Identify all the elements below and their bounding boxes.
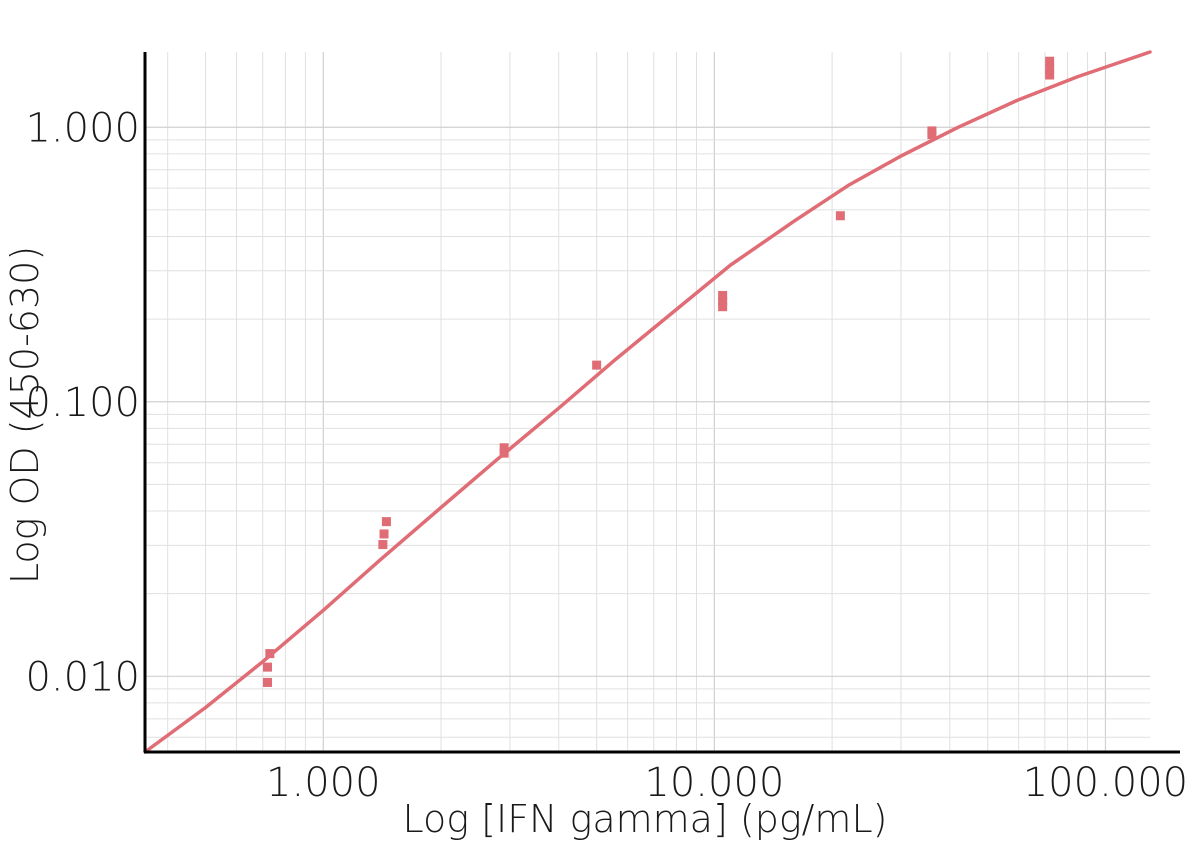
data-point xyxy=(927,126,937,136)
x-tick-label: 10.000 xyxy=(644,760,784,806)
fit-curve-layer xyxy=(143,50,1152,754)
grid xyxy=(145,52,1150,752)
x-tick-label: 1.000 xyxy=(266,760,381,806)
data-point xyxy=(499,443,509,453)
data-point xyxy=(381,517,391,527)
y-tick-label: 1.000 xyxy=(25,105,140,151)
y-axis-title: Log OD (450-630) xyxy=(3,246,47,584)
data-points-layer xyxy=(263,56,1055,687)
y-tick-label: 0.010 xyxy=(25,654,140,700)
data-point xyxy=(499,448,509,458)
data-point xyxy=(1045,70,1055,80)
data-point xyxy=(265,649,275,659)
data-point xyxy=(592,360,602,370)
data-point xyxy=(835,211,845,221)
data-point xyxy=(263,677,273,687)
fit-curve xyxy=(143,50,1152,754)
data-point xyxy=(379,529,389,539)
y-tick-labels: 0.010 0.100 1.000 xyxy=(25,105,140,700)
x-tick-labels: 1.000 10.000 100.000 xyxy=(266,760,1188,806)
data-point xyxy=(1045,56,1055,66)
data-point xyxy=(718,290,728,300)
x-tick-label: 100.000 xyxy=(1023,760,1188,806)
data-point xyxy=(378,540,388,550)
y-tick-label: 0.100 xyxy=(25,380,140,426)
data-point xyxy=(718,302,728,312)
data-point xyxy=(1045,64,1055,74)
data-point xyxy=(718,296,728,306)
data-point xyxy=(263,662,273,672)
x-axis-title: Log [IFN gamma] (pg/mL) xyxy=(403,797,888,841)
